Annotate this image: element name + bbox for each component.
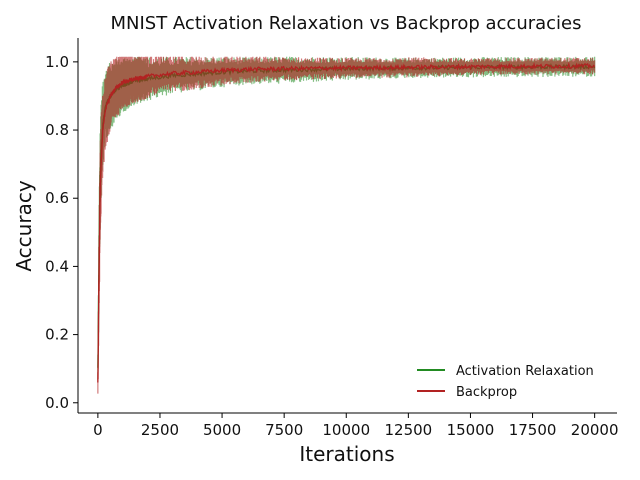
y-tick-label: 0.2 [45,326,69,344]
series-line [97,62,596,368]
x-axis-label: Iterations [299,442,394,466]
x-tick-label: 15000 [447,421,495,439]
y-tick-label: 0.4 [45,257,69,275]
x-tick-label: 5000 [203,421,241,439]
y-tick-label: 0.8 [45,121,69,139]
y-axis-label: Accuracy [12,180,36,271]
x-tick-label: 12500 [384,421,432,439]
series-activation-relaxation [97,56,596,380]
x-tick-label: 10000 [322,421,370,439]
series-band [97,56,596,394]
plot-area [97,56,596,394]
x-tick-label: 0 [93,421,103,439]
x-ticks: 0 2500 5000 7500 10000 12500 15000 17500 20000 [93,413,619,439]
x-tick-label: 7500 [265,421,303,439]
y-ticks: 0.0 0.2 0.4 0.6 0.8 1.0 [45,53,78,412]
legend-label: Backprop [456,385,517,400]
series-line [97,61,596,383]
y-tick-label: 0.6 [45,189,69,207]
legend-label: Activation Relaxation [456,364,594,379]
chart-title: MNIST Activation Relaxation vs Backprop … [110,13,581,34]
legend: Activation Relaxation Backprop [417,364,594,400]
y-tick-label: 1.0 [45,53,69,71]
x-tick-label: 20000 [571,421,619,439]
series-band [97,56,596,380]
x-tick-label: 17500 [509,421,557,439]
series-backprop [97,56,596,394]
y-tick-label: 0.0 [45,394,69,412]
x-tick-label: 2500 [141,421,179,439]
